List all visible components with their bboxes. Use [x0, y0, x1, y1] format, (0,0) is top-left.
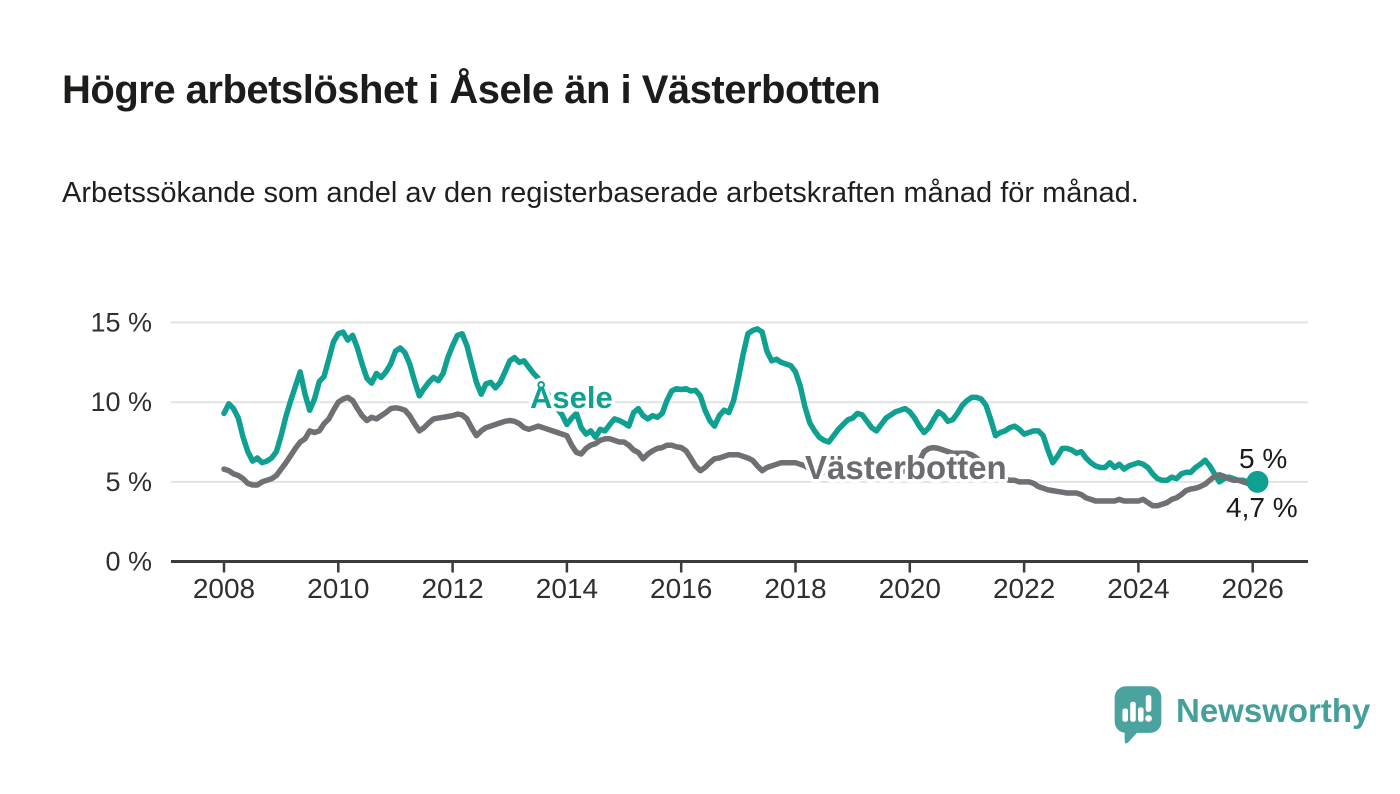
x-axis-labels: 2008 2010 2012 2014 2016 2018 2020 2022 2024 2026 — [193, 573, 1284, 604]
series-line-asele — [221, 326, 1261, 485]
x-tick-label: 2016 — [650, 573, 712, 604]
x-tick-label: 2008 — [193, 573, 255, 604]
exclamation-dot — [1145, 715, 1152, 722]
x-tick-label: 2010 — [307, 573, 369, 604]
x-tick-label: 2024 — [1107, 573, 1169, 604]
y-tick-label: 10 % — [90, 387, 152, 417]
end-value-label-vasterbotten: 4,7 % — [1226, 492, 1298, 523]
series-label-vasterbotten: Västerbotten — [805, 449, 1007, 486]
newsworthy-logo-text: Newsworthy — [1176, 692, 1371, 729]
exclamation-bar — [1145, 695, 1152, 712]
series-label-asele: Åsele — [530, 380, 613, 415]
x-tick-label: 2018 — [764, 573, 826, 604]
x-tick-label: 2020 — [879, 573, 941, 604]
series-line-vasterbotten — [221, 394, 1261, 509]
page-title: Högre arbetslöshet i Åsele än i Västerbo… — [62, 68, 881, 112]
series-end-dot-asele — [1246, 470, 1269, 493]
x-tick-label: 2022 — [993, 573, 1055, 604]
x-tick-label: 2014 — [536, 573, 598, 604]
y-tick-label: 15 % — [90, 308, 152, 338]
y-axis-labels: 0 % 5 % 10 % 15 % — [90, 308, 152, 577]
gridlines — [171, 321, 1308, 483]
newsworthy-logo: Newsworthy — [1112, 684, 1370, 744]
y-tick-label: 0 % — [105, 547, 152, 577]
x-axis — [171, 560, 1308, 573]
y-tick-label: 5 % — [105, 467, 152, 497]
bar-chart-glyph — [1122, 695, 1152, 722]
series-end-dot — [1246, 470, 1269, 493]
x-tick-label: 2012 — [421, 573, 483, 604]
data-series-lines — [221, 326, 1261, 509]
end-value-label-asele: 5 % — [1239, 443, 1287, 474]
newsworthy-logo-icon — [1114, 686, 1162, 744]
chart-subtitle: Arbetssökande som andel av den registerb… — [62, 177, 1139, 209]
x-tick-label: 2026 — [1222, 573, 1284, 604]
